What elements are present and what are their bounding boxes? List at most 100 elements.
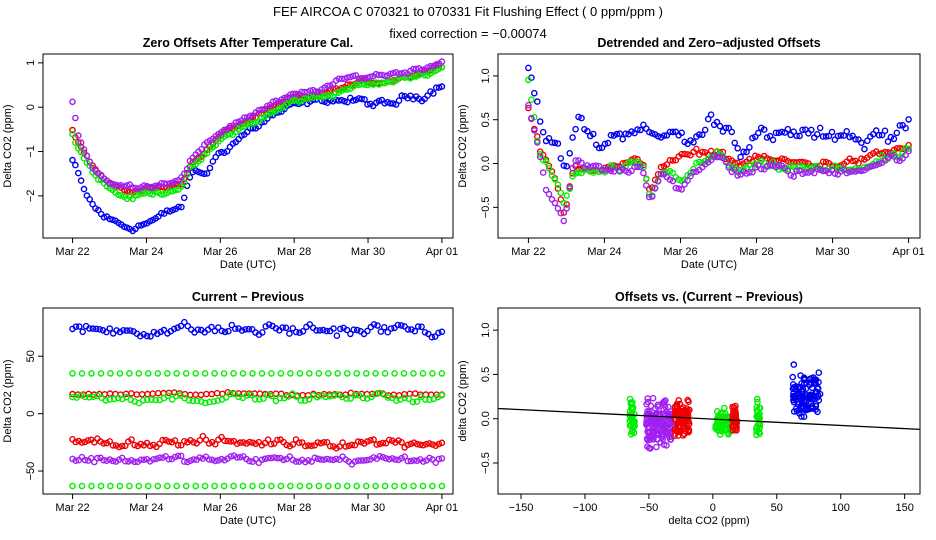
detrended-point-green (554, 181, 562, 188)
curprev-point-green (268, 482, 275, 490)
curprev-point-green (297, 397, 305, 404)
curprev-point-purple (379, 453, 387, 461)
curprev-point-purple (435, 455, 443, 463)
zero-point-blue (89, 200, 96, 208)
curprev-point-green (220, 482, 228, 490)
curprev-point-red (410, 439, 418, 447)
curprev-point-green (78, 370, 86, 377)
curprev-point-purple (137, 456, 145, 464)
curprev-point-blue (353, 326, 361, 334)
zero-point-blue (438, 83, 446, 90)
curprev-point-blue (174, 324, 181, 332)
detrended-point-blue (554, 140, 562, 147)
zero-point-purple (69, 98, 76, 106)
curprev-point-blue (242, 326, 249, 333)
zero-point-purple (272, 97, 280, 105)
zero-point-purple (146, 183, 154, 191)
curprev-point-green (334, 482, 342, 490)
curprev-point-green (413, 398, 421, 405)
detrended-point-blue (707, 111, 715, 118)
zero-point-green (146, 190, 154, 197)
curprev-point-blue (123, 327, 131, 334)
curprev-point-green (116, 482, 124, 490)
detrended-point-red (554, 185, 562, 192)
curprev-point-green (347, 395, 354, 402)
zero-xtick-label: Apr 01 (426, 246, 458, 258)
offsets-point-purple (649, 394, 657, 402)
detrended-ytick-label: −0.5 (480, 196, 492, 218)
curprev-point-purple (190, 456, 197, 463)
curprev-point-blue (306, 321, 314, 328)
offsets-point-purple (653, 443, 660, 451)
curprev-point-green (97, 370, 105, 377)
offsets-point-red (671, 426, 679, 434)
curprev-point-red (357, 438, 365, 446)
curprev-point-purple (233, 454, 241, 461)
curprev-point-blue (289, 324, 297, 332)
detrended-point-green (575, 169, 582, 176)
curprev-point-green (222, 394, 230, 401)
curprev-point-purple (72, 457, 79, 465)
curprev-point-purple (100, 456, 107, 464)
offsets-point-red (685, 427, 693, 435)
curprev-point-red (154, 389, 162, 397)
curprev-point-green (409, 398, 417, 406)
curprev-point-green (305, 482, 313, 490)
curprev-point-red (435, 440, 443, 448)
curprev-point-green (355, 391, 363, 399)
curprev-point-green (182, 370, 190, 377)
detrended-point-purple (875, 160, 883, 168)
offsets-point-red (671, 432, 678, 440)
curprev-ylabel: Delta CO2 (ppm) (2, 359, 14, 442)
zero-point-purple (292, 90, 300, 98)
detrended-point-purple (525, 101, 532, 109)
curprev-point-purple (215, 456, 222, 464)
curprev-point-purple (156, 454, 163, 462)
curprev-point-red (438, 439, 446, 447)
curprev-point-green (85, 393, 93, 401)
curprev-point-green (391, 482, 398, 490)
offsets-point-green (756, 410, 763, 418)
curprev-point-green (126, 370, 133, 377)
zero-point-green (180, 179, 188, 186)
curprev-point-green (230, 482, 237, 490)
curprev-point-red (137, 440, 145, 448)
curprev-point-green (210, 398, 217, 405)
curprev-point-purple (360, 457, 368, 464)
zero-point-blue (375, 97, 383, 105)
curprev-point-green (69, 482, 76, 490)
curprev-point-red (165, 438, 173, 445)
detrended-point-purple (572, 157, 579, 164)
zero-point-purple (324, 82, 331, 90)
detrended-point-green (572, 170, 579, 177)
curprev-point-red (342, 443, 350, 450)
zero-point-green (115, 191, 122, 199)
curprev-point-red (274, 436, 281, 444)
curprev-point-purple (410, 457, 418, 464)
curprev-point-blue (319, 326, 327, 334)
detrended-point-blue (843, 127, 851, 135)
detrended-point-blue (666, 128, 674, 136)
curprev-point-green (139, 397, 147, 404)
offsets-point-purple (662, 412, 669, 420)
curprev-point-red (177, 441, 185, 449)
curprev-point-red (419, 441, 427, 449)
curprev-point-purple (122, 457, 129, 465)
curprev-point-purple (419, 458, 427, 465)
curprev-point-red (370, 436, 377, 443)
curprev-point-blue (418, 323, 425, 331)
detrended-point-blue (584, 127, 591, 135)
zero-point-blue (157, 209, 165, 217)
detrended-point-red (657, 163, 665, 171)
detrended-point-purple (551, 199, 559, 207)
curprev-point-blue (292, 328, 300, 336)
detrended-point-purple (722, 158, 730, 166)
detrended-point-blue (525, 64, 532, 72)
offsets-xlabel: delta CO2 (ppm) (668, 515, 749, 527)
detrended-point-purple (539, 169, 547, 176)
detrended-point-purple (707, 156, 715, 164)
curprev-point-green (353, 370, 361, 377)
detrended-point-purple (719, 154, 727, 162)
curprev-point-red (186, 391, 194, 399)
detrended-point-blue (669, 128, 677, 136)
